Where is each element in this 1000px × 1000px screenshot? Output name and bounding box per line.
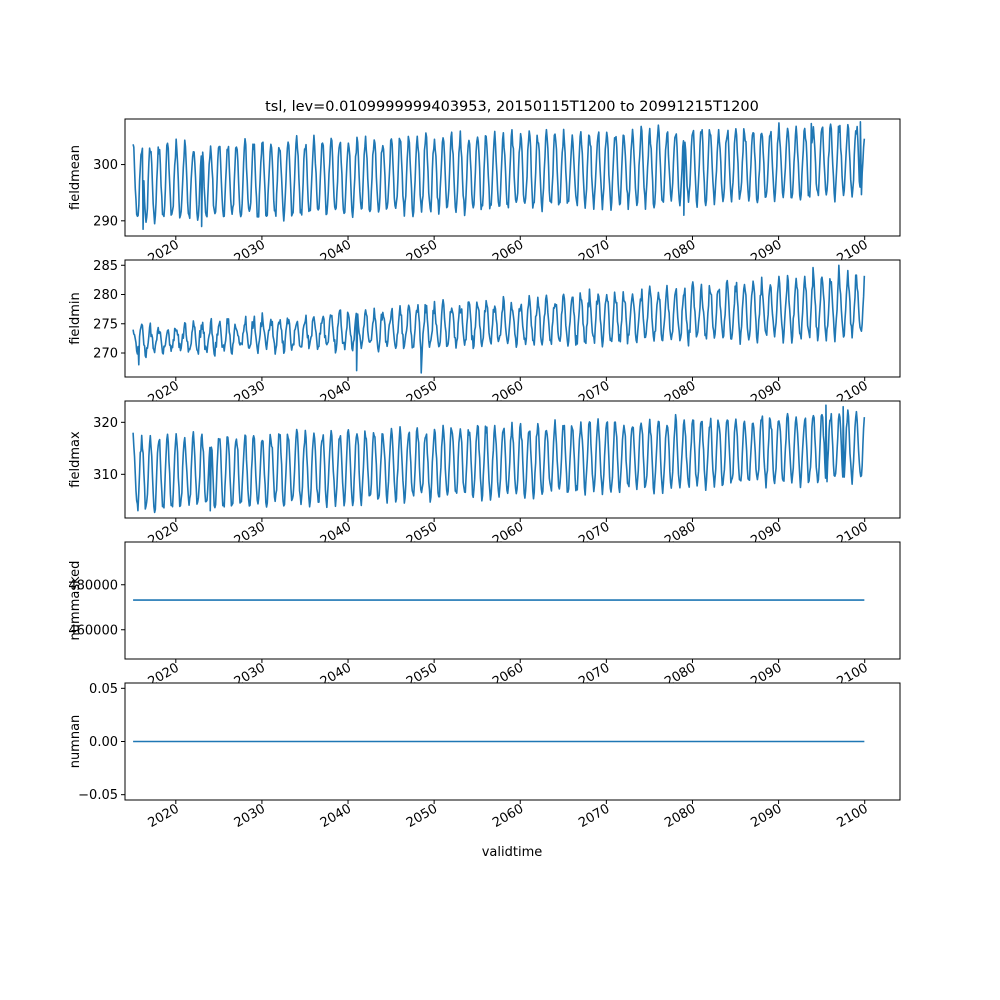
y-tick-label-fieldmin: 280 <box>93 288 118 303</box>
y-tick-label-fieldmin: 285 <box>93 259 118 274</box>
x-tick-label-numnan: 2040 <box>318 801 354 831</box>
y-axis-label-fieldmean: fieldmean <box>68 145 83 210</box>
y-tick-label-fieldmin: 270 <box>93 347 118 362</box>
x-tick-label-numnan: 2060 <box>490 801 526 831</box>
y-axis-label-numnan: numnan <box>68 715 83 769</box>
axes-background <box>125 260 900 377</box>
y-tick-label-fieldmean: 290 <box>93 214 118 229</box>
y-axis-label-fieldmax: fieldmax <box>68 431 83 488</box>
axes-frame-nummasked <box>124 541 901 660</box>
x-tick-label-numnan: 2100 <box>835 801 871 831</box>
y-tick-label-nummasked: 480000 <box>68 578 118 593</box>
y-axis-label-nummasked: nummasked <box>68 561 83 641</box>
chart-title: tsl, lev=0.0109999999403953, 20150115T12… <box>265 99 759 115</box>
x-tick-label-numnan: 2090 <box>748 801 784 831</box>
x-axis-label: validtime <box>482 845 543 860</box>
series-line-fieldmax <box>132 404 866 514</box>
x-tick-label-numnan: 2030 <box>232 801 268 831</box>
y-tick-label-numnan: 0.05 <box>89 682 118 697</box>
x-tick-label-numnan: 2070 <box>576 801 612 831</box>
x-tick-label-numnan: 2050 <box>404 801 440 831</box>
x-tick-label-numnan: 2020 <box>146 801 182 831</box>
y-tick-label-fieldmin: 275 <box>93 317 118 332</box>
y-axis-label-fieldmin: fieldmin <box>68 292 83 345</box>
y-tick-label-fieldmax: 310 <box>93 468 118 483</box>
series-line-fieldmean <box>132 121 866 231</box>
y-tick-label-numnan: 0.00 <box>89 735 118 750</box>
axes-frame-fieldmin <box>124 259 901 378</box>
subplot-numnan: −0.05 0.00 0.05 numnan 2020 2030 2040 2050 2060 2… <box>68 682 901 831</box>
series-line-fieldmin <box>132 264 866 374</box>
axes-frame-fieldmax <box>124 400 901 519</box>
axes-frame-fieldmean <box>124 118 901 237</box>
y-tick-label-fieldmean: 300 <box>93 158 118 173</box>
y-tick-label-fieldmax: 320 <box>93 416 118 431</box>
y-tick-label-nummasked: 460000 <box>68 623 118 638</box>
y-tick-label-numnan: −0.05 <box>78 788 118 803</box>
x-tick-label-numnan: 2080 <box>662 801 698 831</box>
